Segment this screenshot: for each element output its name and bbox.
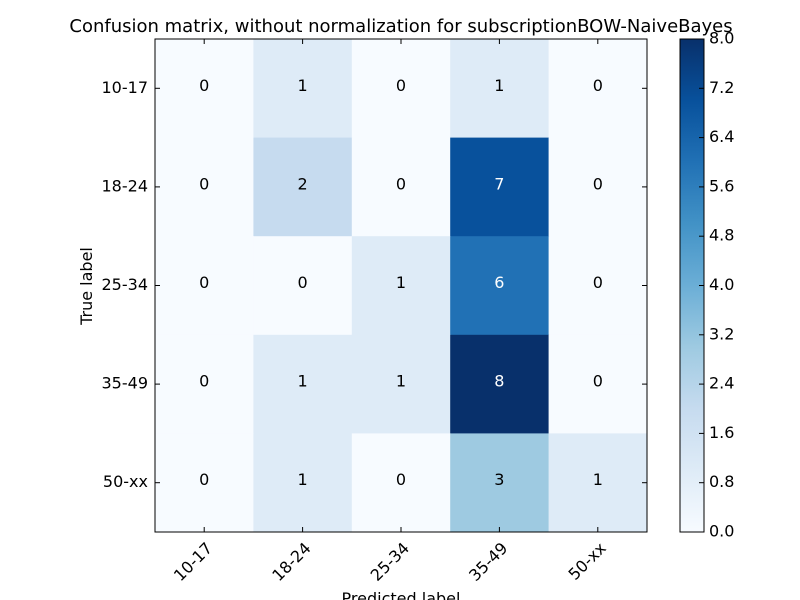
heatmap-cell: [450, 39, 550, 139]
heatmap-cell: [548, 137, 648, 237]
cell-value-label: 1: [396, 273, 406, 292]
colorbar: 0.0 0.8 1.6 2.4 3.2 4.0 4.8 5.6 6.4 7.2 8.0: [679, 29, 734, 541]
y-tick-label: 35-49: [102, 374, 149, 393]
colorbar-tick-label: 3.2: [709, 324, 734, 343]
x-tick-label: 35-49: [465, 539, 511, 585]
cell-value-label: 0: [199, 273, 209, 292]
cell-value-label: 1: [298, 76, 308, 95]
cell-value-label: 0: [298, 273, 308, 292]
x-axis-label: Predicted label: [342, 589, 461, 600]
heatmap-cell: [351, 137, 451, 237]
colorbar-tick-label: 7.2: [709, 78, 734, 97]
heatmap-cell: [450, 334, 550, 434]
heatmap-cell-labels: 0 1 0 1 0 0 2 0 7 0 0 0 1 6 0 0 1 1 8 0 0 1 0 3 1: [199, 76, 603, 489]
chart-title: Confusion matrix, without normalization …: [69, 16, 732, 37]
heatmap-cell: [450, 137, 550, 237]
colorbar-tick-label: 6.4: [709, 127, 734, 146]
x-tick-label: 25-34: [367, 539, 413, 585]
heatmap-cell: [253, 433, 353, 533]
cell-value-label: 2: [298, 174, 308, 193]
heatmap-cell: [351, 39, 451, 139]
heatmap-cell: [253, 334, 353, 434]
colorbar-tick-label: 4.8: [709, 226, 734, 245]
cell-value-label: 0: [396, 76, 406, 95]
y-axis-label: True label: [77, 247, 96, 326]
cell-value-label: 0: [199, 470, 209, 489]
colorbar-tick-label: 8.0: [709, 29, 734, 48]
heatmap-cell: [253, 236, 353, 336]
cell-value-label: 0: [396, 470, 406, 489]
cell-value-label: 1: [396, 372, 406, 391]
y-tick-label: 10-17: [102, 78, 149, 97]
y-tick-label: 25-34: [102, 275, 149, 294]
heatmap-cell: [253, 137, 353, 237]
y-tick-label: 50-xx: [103, 472, 148, 491]
cell-value-label: 0: [199, 372, 209, 391]
y-tick-label: 18-24: [102, 176, 149, 195]
y-axis-ticks: 10-17 18-24 25-34 35-49 50-xx: [102, 78, 647, 491]
heatmap-cell: [450, 236, 550, 336]
x-tick-label: 50-xx: [565, 539, 610, 584]
cell-value-label: 0: [593, 76, 603, 95]
cell-value-label: 0: [199, 76, 209, 95]
heatmap-cells: [155, 39, 648, 533]
heatmap-cell: [155, 236, 254, 336]
cell-value-label: 0: [593, 273, 603, 292]
heatmap-cell: [155, 433, 254, 533]
cell-value-label: 0: [593, 174, 603, 193]
heatmap-cell: [351, 433, 451, 533]
cell-value-label: 0: [199, 174, 209, 193]
heatmap-cell: [155, 137, 254, 237]
colorbar-tick-label: 2.4: [709, 374, 734, 393]
cell-value-label: 0: [396, 174, 406, 193]
colorbar-tick-label: 0.0: [709, 522, 734, 541]
x-tick-label: 18-24: [268, 539, 314, 585]
cell-value-label: 1: [494, 76, 504, 95]
heatmap-cell: [450, 433, 550, 533]
heatmap-cell: [548, 433, 648, 533]
x-tick-label: 10-17: [170, 539, 216, 585]
heatmap-cell: [548, 39, 648, 139]
heatmap-cell: [351, 236, 451, 336]
colorbar-tick-label: 1.6: [709, 423, 734, 442]
cell-value-label: 0: [593, 372, 603, 391]
colorbar-tick-label: 0.8: [709, 472, 734, 491]
heatmap-cell: [155, 39, 254, 139]
cell-value-label: 1: [593, 470, 603, 489]
heatmap-cell: [548, 236, 648, 336]
cell-value-label: 6: [494, 273, 504, 292]
cell-value-label: 8: [494, 372, 504, 391]
colorbar-tick-label: 4.0: [709, 275, 734, 294]
heatmap-cell: [548, 334, 648, 434]
cell-value-label: 1: [298, 470, 308, 489]
cell-value-label: 1: [298, 372, 308, 391]
heatmap-cell: [253, 39, 353, 139]
colorbar-tick-label: 5.6: [709, 176, 734, 195]
heatmap-cell: [351, 334, 451, 434]
heatmap-cell: [155, 334, 254, 434]
cell-value-label: 3: [494, 470, 504, 489]
cell-value-label: 7: [494, 174, 504, 193]
